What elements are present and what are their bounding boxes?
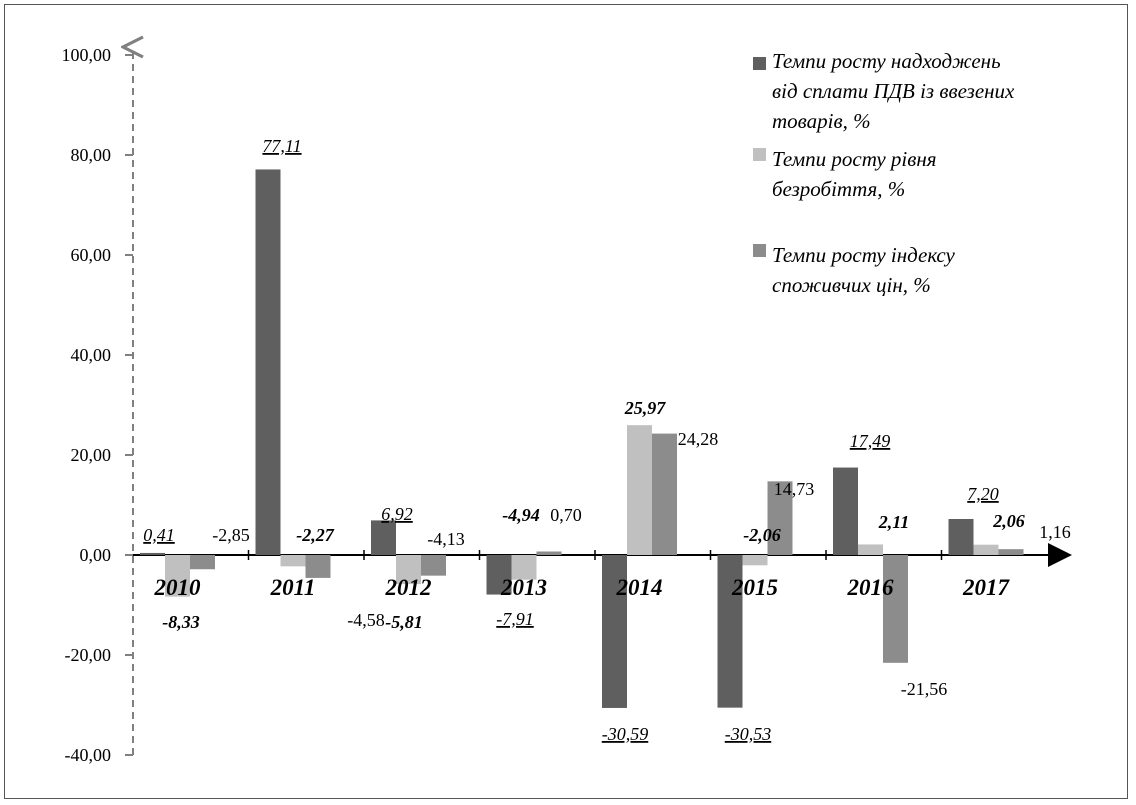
x-category-label-2014: 2014: [616, 575, 663, 600]
bar-s2-2017: [973, 544, 999, 555]
bar-s1-2015: [717, 555, 743, 708]
data-label-s1-2017: 7,20: [967, 484, 999, 504]
bar-s1-2014: [602, 555, 627, 708]
bar-s2-2016: [858, 544, 883, 555]
x-category-label-2016: 2016: [847, 575, 895, 600]
data-label-s1-2015: -30,53: [725, 724, 772, 744]
bar-s1-2013: [486, 555, 512, 595]
bar-s2-2015: [742, 555, 768, 566]
x-category-label-2017: 2017: [962, 575, 1011, 600]
data-label-s1-2013: -7,91: [496, 609, 534, 629]
data-label-s2-2014: 25,97: [624, 398, 667, 418]
legend: Темпи росту надходжень від сплати ПДВ із …: [753, 49, 1015, 297]
y-tick-label: 40,00: [71, 345, 112, 365]
data-label-s3-2017: 1,16: [1039, 522, 1071, 542]
legend-label-s3-line2: споживчих цін, %: [772, 273, 931, 297]
bar-s3-2016: [883, 555, 908, 663]
data-label-s3-2013: 0,70: [550, 505, 582, 525]
data-label-s1-2011: 77,11: [262, 136, 301, 156]
chart-frame: [4, 4, 1128, 799]
x-category-label-2015: 2015: [731, 575, 778, 600]
data-label-s2-2017: 2,06: [992, 511, 1025, 531]
legend-label-s3-line1: Темпи росту індексу: [772, 243, 956, 267]
data-label-s3-2016: -21,56: [901, 679, 948, 699]
data-label-s2-2013: -4,94: [502, 505, 540, 525]
data-label-s1-2014: -30,59: [602, 724, 649, 744]
data-label-s3-2011: -4,58: [347, 610, 385, 630]
data-label-s3-2015: 14,73: [774, 479, 815, 499]
bar-s1-2010: [140, 552, 165, 555]
y-tick-label: 0,00: [80, 545, 112, 565]
y-tick-label: -40,00: [65, 745, 112, 765]
bars: [140, 169, 1024, 708]
bar-s2-2011: [280, 555, 306, 567]
data-label-s3-2012: -4,13: [427, 529, 465, 549]
bar-s1-2016: [833, 467, 858, 555]
bar-s2-2012: [396, 555, 421, 585]
data-label-s1-2016: 17,49: [850, 431, 891, 451]
y-tick-label: 80,00: [71, 145, 112, 165]
bar-s1-2012: [371, 520, 396, 555]
data-label-s3-2014: 24,28: [678, 429, 719, 449]
bar-s3-2013: [536, 551, 562, 555]
bar-s2-2010: [165, 555, 190, 597]
y-tick-label: -20,00: [65, 645, 112, 665]
data-label-s1-2010: 0,41: [143, 525, 175, 545]
legend-marker-s1: [753, 57, 766, 70]
data-label-s3-2010: -2,85: [212, 525, 250, 545]
data-label-s2-2016: 2,11: [878, 512, 910, 532]
bar-s1-2017: [948, 519, 974, 555]
bar-s3-2015: [767, 481, 793, 555]
bar-s3-2014: [652, 433, 677, 555]
x-category-label-2010: 2010: [154, 575, 202, 600]
data-label-s1-2012: 6,92: [381, 504, 413, 524]
data-label-s2-2015: -2,06: [743, 525, 781, 545]
data-label-s2-2010: -8,33: [162, 612, 200, 632]
y-tick-label: 20,00: [71, 445, 112, 465]
data-label-s2-2011: -2,27: [296, 525, 334, 545]
bar-s3-2017: [998, 549, 1024, 555]
bar-s2-2014: [627, 425, 652, 555]
bar-s1-2011: [255, 169, 281, 555]
x-category-label-2011: 2011: [270, 575, 316, 600]
legend-label-s1-line1: Темпи росту надходжень: [772, 49, 1001, 73]
data-labels: 2010 2011 2012 2013 2014 2015 2016 2017 0,41 -8,3…: [143, 136, 1071, 744]
data-label-s2-2012: -5,81: [385, 612, 423, 632]
y-tick-label: 100,00: [62, 45, 112, 65]
legend-marker-s3: [753, 244, 766, 257]
legend-label-s2-line1: Темпи росту рівня: [772, 147, 937, 171]
x-category-label-2012: 2012: [385, 575, 432, 600]
legend-label-s2-line2: безробіття, %: [772, 177, 905, 201]
legend-marker-s2: [753, 148, 766, 161]
x-category-label-2013: 2013: [500, 575, 547, 600]
legend-label-s1-line3: товарів, %: [772, 109, 871, 133]
bar-s3-2012: [421, 555, 446, 576]
y-tick-label: 60,00: [71, 245, 112, 265]
bar-s2-2013: [511, 555, 537, 580]
legend-label-s1-line2: від сплати ПДВ із ввезених: [772, 79, 1015, 103]
bar-s3-2011: [305, 555, 331, 578]
bar-s3-2010: [190, 555, 215, 570]
